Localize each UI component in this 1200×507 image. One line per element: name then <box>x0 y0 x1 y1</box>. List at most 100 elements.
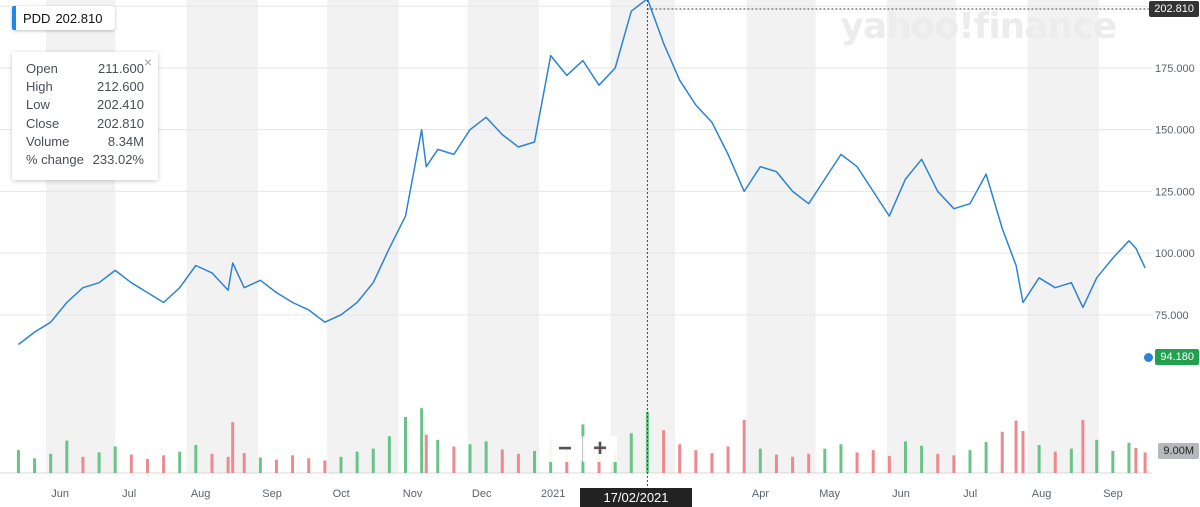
tooltip-row: Volume 8.34M <box>12 133 158 151</box>
volume-bar <box>1081 419 1085 473</box>
volume-bar <box>387 436 391 473</box>
volume-bar <box>533 450 537 473</box>
volume-bar <box>162 455 166 473</box>
volume-bar <box>420 408 424 473</box>
x-tick-label: Jun <box>51 488 69 500</box>
x-tick-label: May <box>819 488 840 500</box>
zoom-controls: − + <box>548 436 617 462</box>
x-tick-label: Aug <box>1032 488 1052 500</box>
tooltip-label: Low <box>26 97 50 113</box>
x-tick-label: Sep <box>262 488 282 500</box>
tooltip-value: 202.810 <box>97 115 144 131</box>
y-tick-label: 150.000 <box>1155 125 1195 137</box>
volume-bar <box>1069 448 1073 473</box>
month-band <box>467 0 540 473</box>
x-tick-label: Oct <box>333 488 350 500</box>
volume-bar <box>210 453 214 473</box>
x-tick-label: Jul <box>122 488 136 500</box>
crosshair <box>646 0 1152 488</box>
volume-bar <box>774 454 778 473</box>
tooltip-label: % change <box>26 151 84 167</box>
volume-bar <box>903 441 907 473</box>
volume-bar <box>936 453 940 473</box>
tooltip-value: 202.410 <box>97 97 144 113</box>
volume-scale-label: 9.00M <box>1158 443 1199 459</box>
y-axis-ticks: 75.000100.000125.000150.000175.000200.00… <box>1155 1 1195 322</box>
volume-bar <box>307 458 311 473</box>
volume-bar <box>355 451 359 473</box>
x-axis-ticks: Jun Jul Aug Sep Oct Nov Dec 2021 Apr May Jun Jul Aug… <box>51 488 1123 500</box>
ticker-color-swatch <box>12 6 16 30</box>
volume-bar <box>678 444 682 473</box>
volume-bar <box>839 444 843 473</box>
y-tick-label: 175.000 <box>1155 63 1195 75</box>
volume-bar <box>323 460 327 473</box>
x-tick-label: Jul <box>963 488 977 500</box>
last-price-dot <box>1144 353 1153 362</box>
volume-bar <box>1127 442 1131 473</box>
volume-bar <box>404 417 408 473</box>
volume-bar <box>871 450 875 473</box>
close-icon[interactable]: × <box>143 54 152 70</box>
volume-bar <box>1037 445 1041 473</box>
tooltip-row: High 212.600 <box>12 78 158 96</box>
volume-bar <box>645 411 649 473</box>
tooltip-label: Open <box>26 61 58 76</box>
month-band <box>610 0 676 473</box>
month-band <box>186 0 259 473</box>
volume-bar <box>145 459 149 473</box>
volume-bar <box>178 451 182 473</box>
x-tick-label: Jun <box>892 488 910 500</box>
zoom-divider <box>582 438 583 460</box>
volume-bar <box>436 439 440 473</box>
tooltip-row: Open 211.600 <box>12 60 158 78</box>
x-tick-label: Sep <box>1103 488 1123 500</box>
zoom-in-button[interactable]: + <box>583 436 617 462</box>
volume-bar <box>113 446 117 473</box>
volume-bar <box>468 444 472 473</box>
volume-bar <box>1000 431 1004 473</box>
volume-bar <box>484 441 488 473</box>
volume-bar <box>726 446 730 473</box>
x-tick-label: Aug <box>191 488 211 500</box>
ticker-symbol: PDD <box>23 10 51 26</box>
volume-bar <box>516 453 520 473</box>
y-tick-label: 100.000 <box>1155 248 1195 260</box>
volume-bar <box>97 452 101 473</box>
volume-bar <box>984 442 988 473</box>
volume-bar <box>33 458 37 473</box>
volume-bar <box>1143 452 1147 473</box>
volume-bar <box>16 450 20 473</box>
ticker-chip[interactable]: PDD 202.810 <box>12 6 116 30</box>
y-tick-label: 125.000 <box>1155 186 1195 198</box>
volume-bar <box>226 456 230 473</box>
x-tick-label: Nov <box>403 488 423 500</box>
month-band <box>327 0 399 473</box>
price-series <box>17 0 1146 346</box>
volume-bar <box>1053 451 1057 473</box>
month-band <box>1027 0 1100 473</box>
crosshair-price-label: 202.810 <box>1149 1 1199 17</box>
crosshair-date-label: 17/02/2021 <box>580 488 692 507</box>
volume-bar <box>1095 439 1099 473</box>
volume-bar <box>129 454 133 473</box>
volume-bar <box>758 448 762 473</box>
x-tick-label: Apr <box>752 488 769 500</box>
volume-bar <box>1111 450 1115 473</box>
gridlines <box>0 5 1152 474</box>
zoom-out-button[interactable]: − <box>548 436 582 462</box>
month-band <box>746 0 816 473</box>
x-tick-label: Dec <box>472 488 492 500</box>
volume-bar <box>371 448 375 473</box>
yahoo-finance-logo: yahoo!finance <box>840 6 1117 47</box>
volume-bar <box>662 430 666 473</box>
x-tick-label: 2021 <box>541 488 565 500</box>
volume-bar <box>855 452 859 473</box>
volume-bar <box>1014 420 1018 473</box>
volume-bar <box>710 453 714 473</box>
volume-bar <box>452 446 456 473</box>
tooltip-row: % change 233.02% <box>12 151 158 169</box>
volume-bar <box>274 459 278 473</box>
